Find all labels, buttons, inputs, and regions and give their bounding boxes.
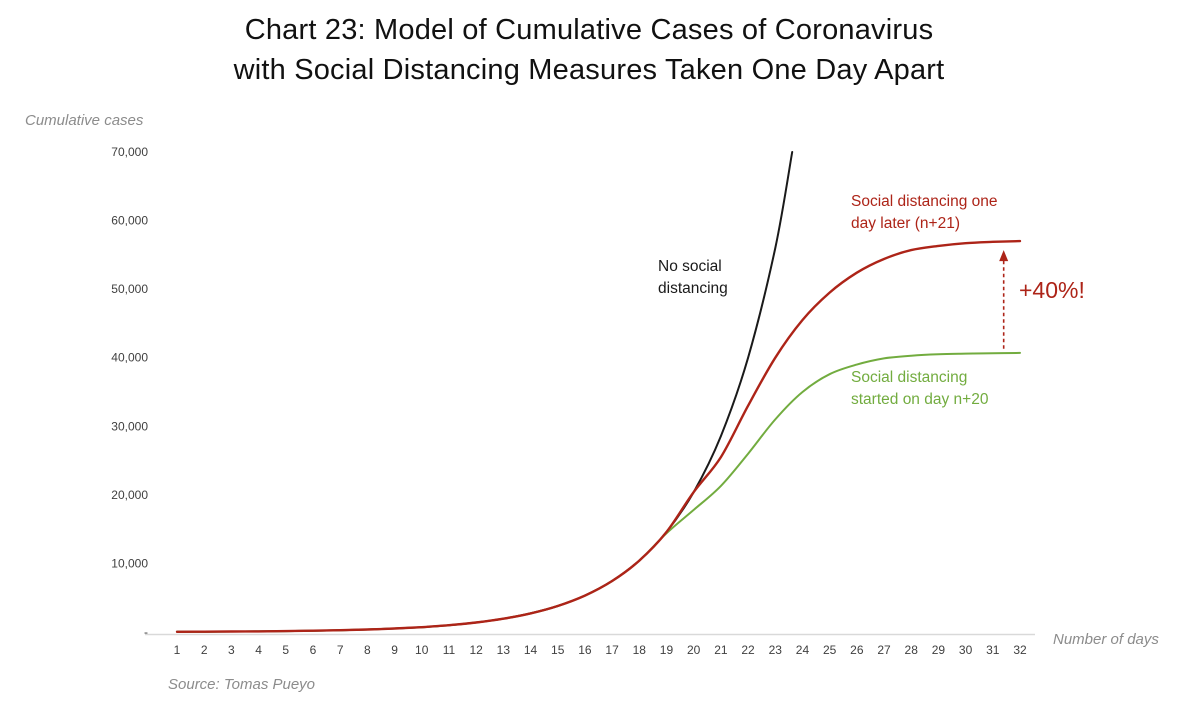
x-tick-label: 30	[959, 643, 973, 657]
series-line-no-social-distancing	[176, 151, 794, 633]
x-tick-label: 22	[741, 643, 755, 657]
y-tick-label: 30,000	[111, 419, 148, 433]
x-tick-label: 14	[524, 643, 538, 657]
x-tick-label: 32	[1013, 643, 1027, 657]
chart-title: Chart 23: Model of Cumulative Cases of C…	[0, 10, 1178, 90]
y-tick-label: 10,000	[111, 556, 148, 570]
x-axis-title: Number of days	[1053, 631, 1159, 648]
y-tick-label: 50,000	[111, 282, 148, 296]
y-tick-label: -	[144, 625, 148, 639]
x-tick-label: 3	[228, 643, 235, 657]
x-tick-label: 25	[823, 643, 837, 657]
y-axis-title: Cumulative cases	[25, 112, 144, 129]
x-tick-label: 21	[714, 643, 728, 657]
chart-title-line2: with Social Distancing Measures Taken On…	[233, 54, 945, 86]
annotation-green-series: Social distancing started on day n+20	[851, 369, 989, 408]
series-line-distancing-day-n21	[175, 239, 1022, 633]
x-tick-label: 9	[391, 643, 398, 657]
y-tick-label: 70,000	[111, 145, 148, 159]
x-tick-label: 1	[174, 643, 181, 657]
y-tick-label: 60,000	[111, 214, 148, 228]
x-tick-label: 10	[415, 643, 429, 657]
annotation-red-series: Social distancing one day later (n+21)	[851, 193, 998, 232]
x-tick-label: 5	[282, 643, 289, 657]
x-tick-label: 13	[497, 643, 511, 657]
x-tick-label: 19	[660, 643, 674, 657]
annotation-delta-40pct: +40%!	[1019, 277, 1085, 303]
source-attribution: Source: Tomas Pueyo	[168, 676, 316, 693]
x-tick-label: 24	[796, 643, 810, 657]
annotation-no-social-distancing: No social distancing	[658, 258, 728, 297]
y-tick-label: 40,000	[111, 351, 148, 365]
x-tick-label: 11	[443, 643, 456, 657]
x-tick-label: 17	[605, 643, 619, 657]
x-tick-label: 23	[769, 643, 783, 657]
x-tick-label: 31	[986, 643, 1000, 657]
x-tick-label: 7	[337, 643, 344, 657]
x-tick-label: 6	[310, 643, 317, 657]
x-tick-label: 28	[905, 643, 919, 657]
x-tick-label: 15	[551, 643, 565, 657]
x-tick-label: 27	[877, 643, 891, 657]
chart-title-line1: Chart 23: Model of Cumulative Cases of C…	[244, 14, 934, 46]
x-tick-label: 29	[932, 643, 946, 657]
x-tick-label: 12	[469, 643, 483, 657]
x-tick-label: 8	[364, 643, 371, 657]
x-tick-label: 20	[687, 643, 701, 657]
x-tick-label: 16	[578, 643, 592, 657]
x-tick-label: 4	[255, 643, 262, 657]
x-tick-label: 2	[201, 643, 208, 657]
x-tick-label: 26	[850, 643, 864, 657]
delta-arrow-head	[999, 250, 1009, 262]
x-tick-label: 18	[633, 643, 647, 657]
y-tick-label: 20,000	[111, 488, 148, 502]
